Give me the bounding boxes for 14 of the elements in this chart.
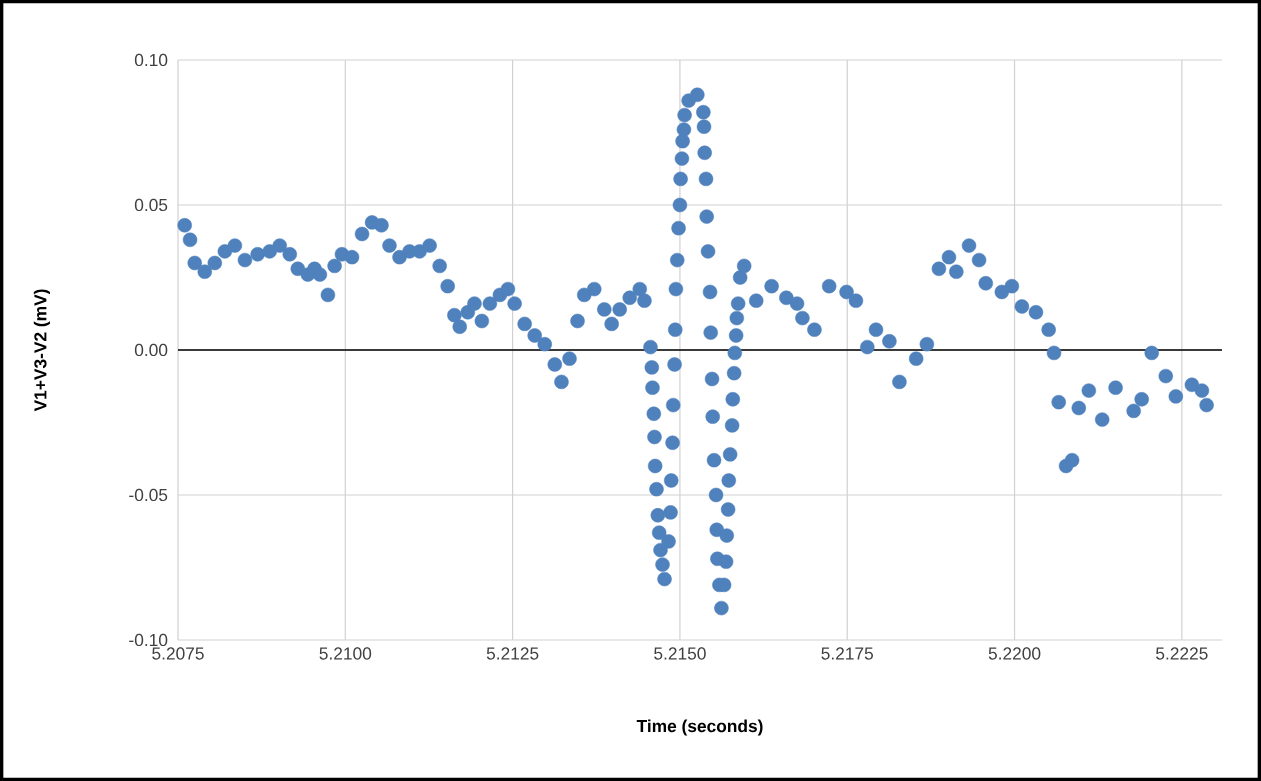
x-tick-label: 5.2125 [486, 647, 539, 660]
x-axis-title: Time (seconds) [636, 719, 763, 736]
x-tick-label: 5.2075 [152, 647, 204, 660]
x-tick-label: 5.2225 [1156, 647, 1208, 660]
x-tick-label: 5.2100 [319, 647, 372, 660]
x-tick-label: 5.2150 [654, 647, 706, 660]
y-tick-label: 0.05 [134, 198, 168, 212]
y-axis-title: V1+V3-V2 (mV) [33, 289, 50, 412]
y-tick-label: 0.10 [134, 53, 168, 67]
y-tick-label: -0.05 [129, 488, 168, 502]
y-tick-label: -0.10 [129, 633, 168, 647]
x-tick-label: 5.2175 [821, 647, 873, 660]
y-tick-label: 0.00 [134, 343, 168, 357]
x-tick-label: 5.2200 [988, 647, 1041, 660]
